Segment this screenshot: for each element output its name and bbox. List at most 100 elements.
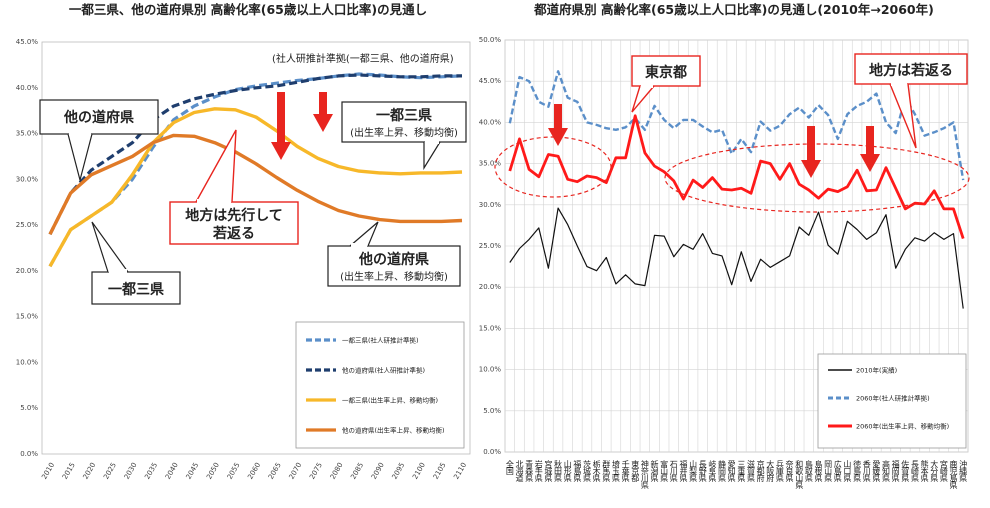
down-arrow-icon [313, 92, 333, 132]
callout-other-right-line2: (出生率上昇、移動均衡) [340, 270, 448, 283]
y-tick-label: 45.0% [479, 77, 502, 85]
left-chart-title: 一都三県、他の道府県別 高齢化率(65歳以上人口比率)の見通し [69, 2, 427, 17]
x-tick-label: 神奈川県 [640, 459, 649, 490]
left-red-arrows [271, 92, 333, 160]
x-tick-label: 和歌山県 [795, 460, 804, 490]
x-tick-label: 2025 [102, 461, 118, 480]
x-tick-label: 2010 [40, 461, 56, 480]
y-tick-label: 10.0% [16, 358, 39, 366]
callout-tokyo: 東京都 [631, 55, 701, 113]
x-tick-label: 2050 [205, 461, 221, 480]
legend-label: 2010年(実績) [856, 366, 897, 375]
series-line-3 [48, 107, 463, 268]
x-tick-label: 群馬県 [602, 459, 611, 483]
y-tick-label: 40.0% [16, 84, 39, 92]
x-tick-label: 岡山県 [824, 460, 833, 483]
y-tick-label: 20.0% [16, 267, 39, 275]
x-tick-label: 宮崎県 [939, 459, 948, 483]
x-tick-label: 京都府 [756, 459, 765, 483]
x-tick-label: 愛知県 [727, 459, 736, 483]
callout-tokyo-right: 一都三県 (出生率上昇、移動均衡) [341, 101, 467, 171]
x-tick-label: 2110 [452, 461, 468, 480]
callout-tokyo-right-line1: 一都三県 [376, 108, 432, 124]
y-tick-label: 40.0% [479, 118, 502, 126]
callout-regions: 地方は若返る [854, 53, 968, 149]
x-tick-label: 高知県 [882, 459, 891, 483]
callout-other-right-line1: 他の道府県 [358, 251, 429, 268]
callout-regions-rejuvenate-line2: 若返る [212, 225, 255, 242]
x-tick-label: 2015 [61, 461, 77, 480]
legend-label: 一都三県(出生率上昇、移動均衡) [342, 396, 438, 405]
y-tick-label: 20.0% [479, 283, 502, 291]
x-tick-label: 2100 [411, 461, 427, 480]
x-tick-label: 2035 [143, 461, 159, 480]
x-tick-label: 宮城県 [544, 459, 553, 483]
y-tick-label: 50.0% [479, 36, 502, 44]
x-tick-label: 千葉県 [621, 459, 630, 483]
y-tick-label: 35.0% [479, 160, 502, 168]
x-tick-label: 長野県 [698, 460, 707, 483]
x-tick-label: 2095 [391, 461, 407, 480]
x-tick-label: 山口県 [843, 459, 852, 483]
x-tick-label: 三重県 [737, 460, 746, 483]
down-arrow-icon [860, 126, 880, 172]
left-legend: 一都三県(社人研推計準拠) 他の道府県(社人研推計準拠) 一都三県(出生率上昇、移動… [295, 321, 465, 449]
x-tick-label: 2090 [370, 461, 386, 480]
y-tick-label: 15.0% [479, 324, 502, 332]
x-tick-label: 2060 [246, 461, 262, 480]
series-line-1 [509, 207, 964, 309]
x-tick-label: 2105 [432, 461, 448, 480]
x-tick-label: 北海道 [515, 460, 524, 483]
callout-tokyo-text: 東京都 [645, 64, 687, 81]
x-tick-label: 島根県 [814, 459, 823, 483]
x-tick-label: 2040 [164, 461, 180, 480]
x-tick-label: 東京都 [631, 459, 640, 483]
x-tick-label: 愛媛県 [872, 459, 881, 483]
x-tick-label: 茨城県 [582, 459, 591, 483]
down-arrow-icon [548, 104, 568, 146]
y-tick-label: 15.0% [16, 313, 39, 321]
x-tick-label: 2020 [82, 461, 98, 480]
callout-regions-rejuvenate-line1: 地方は先行して [185, 207, 283, 224]
highlight-ellipse [664, 143, 970, 213]
x-tick-label: 2030 [123, 461, 139, 480]
x-tick-label: 2055 [226, 461, 242, 480]
left-series-layer [48, 72, 463, 268]
callout-other-prefs-text: 他の道府県 [63, 109, 134, 126]
x-tick-label: 2065 [267, 461, 283, 480]
right-red-arrows [548, 104, 880, 178]
x-tick-label: 埼玉県 [611, 459, 620, 483]
left-chart: 一都三県、他の道府県別 高齢化率(65歳以上人口比率)の見通し 0.0% 5.0%… [16, 2, 471, 481]
x-tick-label: 富山県 [660, 459, 669, 483]
legend-label: 一都三県(社人研推計準拠) [342, 336, 419, 345]
down-arrow-icon [271, 92, 291, 160]
series-line-3 [508, 114, 965, 240]
x-tick-label: 全国 [505, 459, 514, 476]
callout-tokyo-area-text: 一都三県 [108, 282, 164, 298]
x-tick-label: 香川県 [862, 459, 871, 483]
x-tick-label: 秋田県 [554, 459, 563, 483]
callout-tokyo-right-line2: (出生率上昇、移動均衡) [350, 126, 458, 139]
series-line-2 [508, 70, 965, 181]
x-tick-label: 2085 [349, 461, 365, 480]
legend-label: 2060年(社人研推計準拠) [856, 394, 930, 403]
x-tick-label: 青森県 [525, 459, 534, 483]
x-tick-label: 栃木県 [592, 459, 601, 483]
right-legend: 2010年(実績) 2060年(社人研推計準拠) 2060年(出生率上昇、移動均衡) [817, 353, 967, 449]
y-tick-label: 45.0% [16, 38, 39, 46]
callout-other-prefs: 他の道府県 [39, 99, 159, 183]
y-tick-label: 0.0% [483, 448, 501, 456]
x-tick-label: 福島県 [573, 460, 582, 483]
x-tick-label: 大分県 [930, 459, 939, 483]
x-tick-label: 2075 [308, 461, 324, 480]
series-line-2 [48, 73, 462, 236]
x-tick-label: 徳島県 [853, 459, 862, 483]
right-series-layer [508, 70, 965, 309]
x-tick-label: 兵庫県 [775, 459, 784, 483]
x-tick-label: 福岡県 [891, 460, 900, 483]
y-tick-label: 25.0% [16, 221, 39, 229]
x-tick-label: 山形県 [563, 459, 572, 483]
x-tick-label: 静岡県 [718, 459, 727, 483]
x-tick-label: 滋賀県 [746, 459, 755, 483]
x-tick-label: 長崎県 [910, 460, 919, 483]
